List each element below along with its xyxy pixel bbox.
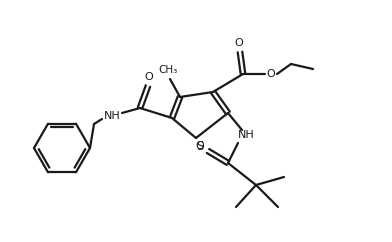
Text: O: O [196,141,204,151]
Text: O: O [145,72,153,82]
Text: O: O [235,38,243,48]
Text: NH: NH [103,111,120,121]
Text: NH: NH [238,130,254,140]
Text: CH₃: CH₃ [158,65,178,75]
Text: S: S [196,139,204,152]
Text: O: O [267,69,275,79]
